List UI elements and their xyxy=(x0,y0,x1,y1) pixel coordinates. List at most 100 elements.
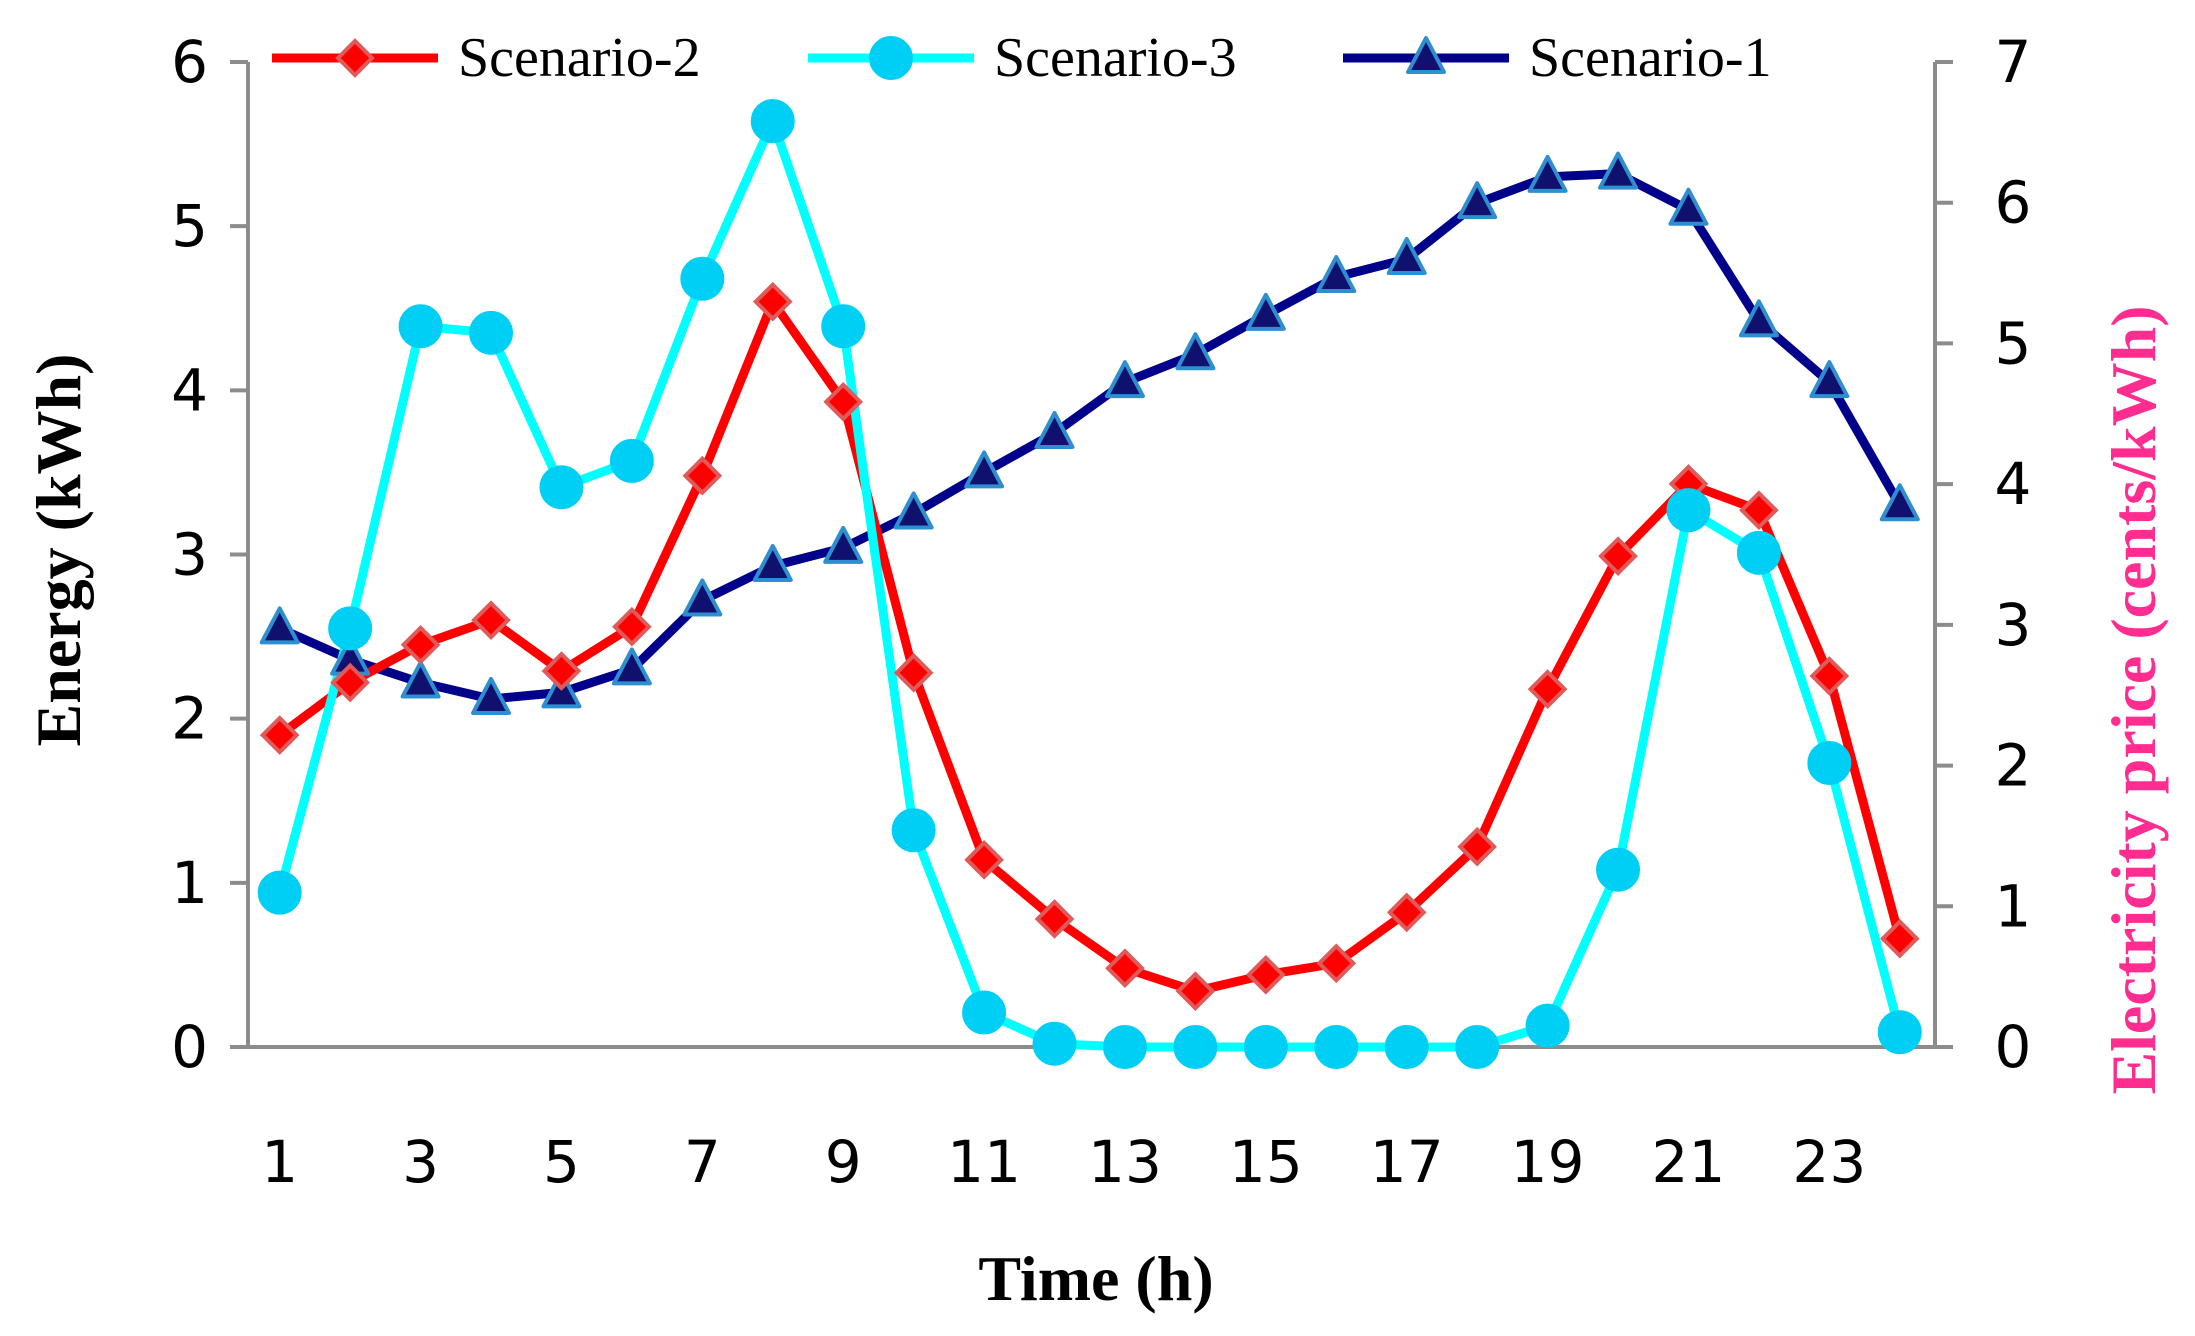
scenario-3-point xyxy=(750,99,795,144)
scenario-1-point xyxy=(471,676,512,715)
y-tick-label: 1 xyxy=(171,849,208,917)
x-tick-label: 11 xyxy=(947,1128,1021,1196)
scenario-3-point xyxy=(1384,1025,1429,1069)
scenario-2-point xyxy=(752,281,793,322)
scenario-3-point xyxy=(680,256,725,301)
y2-tick-label: 6 xyxy=(1995,169,2032,237)
legend-scenario-1-label: Scenario-1 xyxy=(1529,27,1772,89)
legend-scenario-2-label: Scenario-2 xyxy=(458,27,701,89)
scenario-3-point xyxy=(1243,1025,1288,1069)
scenario-3-point xyxy=(539,465,584,510)
scenario-2-point xyxy=(612,606,652,647)
scenario-2-point xyxy=(1809,656,1850,696)
x-tick-label: 21 xyxy=(1652,1128,1726,1196)
scenario-2-point xyxy=(1246,954,1286,995)
scenario-1-point xyxy=(752,543,793,582)
scenario-3-point xyxy=(609,438,654,483)
scenario-3-point xyxy=(469,310,514,355)
y-tick-label: 4 xyxy=(171,356,208,424)
scenario-1-point xyxy=(964,450,1005,489)
scenario-1-point xyxy=(1668,187,1709,226)
y2-tick-label: 7 xyxy=(1995,28,2032,96)
x-tick-label: 1 xyxy=(261,1128,298,1196)
scenario-2-point xyxy=(259,715,300,755)
scenario-3-point xyxy=(1807,740,1852,785)
scenario-2-point xyxy=(893,652,934,693)
x-tick-label: 9 xyxy=(825,1128,862,1196)
scenario-1-point xyxy=(1738,299,1779,338)
y-tick-label: 0 xyxy=(171,1013,208,1081)
scenario-2-point xyxy=(964,840,1004,880)
scenario-2-point xyxy=(1175,971,1216,1012)
scenario-2-point xyxy=(400,624,441,665)
legend-scenario-3-label: Scenario-3 xyxy=(994,27,1237,89)
x-tick-label: 17 xyxy=(1370,1128,1444,1196)
scenario-1-point xyxy=(1457,181,1498,220)
scenario-3-point xyxy=(257,870,302,915)
y2-tick-label: 0 xyxy=(1995,1013,2032,1081)
scenario-1-point xyxy=(823,525,864,564)
y2-tick-label: 2 xyxy=(1995,732,2032,800)
scenario-1-point xyxy=(400,660,441,699)
y-tick-label: 2 xyxy=(171,685,208,753)
y-tick-label: 3 xyxy=(171,521,208,589)
y2-tick-label: 3 xyxy=(1995,591,2032,659)
scenario-3-point xyxy=(1596,847,1641,892)
scenario-2-point xyxy=(471,600,511,640)
y-axis-title: Energy (kWh) xyxy=(23,354,94,747)
x-tick-label: 5 xyxy=(543,1128,580,1196)
x-tick-label: 13 xyxy=(1088,1128,1162,1196)
scenario-3-point xyxy=(1032,1021,1077,1066)
scenario-3-point xyxy=(821,304,866,349)
scenario-3-point xyxy=(1525,1003,1570,1048)
x-tick-label: 7 xyxy=(684,1128,721,1196)
scenario-3-line xyxy=(275,116,1905,1052)
scenario-2-point xyxy=(1879,918,1920,959)
scenario-3-point xyxy=(1314,1025,1359,1069)
scenario-2-line xyxy=(275,297,1905,996)
legend-scenario-1-marker xyxy=(1406,36,1446,74)
scenario-2-point xyxy=(682,455,723,496)
scenario-1-point xyxy=(1034,411,1075,450)
scenario-3-point xyxy=(1736,530,1781,575)
x-tick-label: 3 xyxy=(402,1128,439,1196)
y2-tick-label: 4 xyxy=(1995,450,2032,518)
x-tick-label: 19 xyxy=(1511,1128,1585,1196)
legend: Scenario-2 Scenario-3 Scenario-1 xyxy=(272,27,1772,89)
scenario-1-point xyxy=(1527,154,1568,193)
legend-scenario-2-marker xyxy=(335,38,375,78)
scenario-1-point xyxy=(893,491,934,530)
scenario-3-point xyxy=(891,808,936,853)
scenario-2-point xyxy=(1316,943,1357,984)
scenario-1-point xyxy=(611,647,652,686)
scenario-2-point xyxy=(1386,892,1427,933)
scenario-2-point xyxy=(1598,536,1638,576)
scenario-3-point xyxy=(1455,1025,1500,1069)
x-tick-label: 23 xyxy=(1792,1128,1866,1196)
scenario-1-point xyxy=(1809,360,1850,399)
scenario-2-point xyxy=(1527,669,1568,709)
x-axis-title: Time (h) xyxy=(978,1243,1213,1314)
scenario-2-point xyxy=(1105,948,1145,989)
scenario-1-line xyxy=(275,169,1905,704)
scenario-1-point xyxy=(1316,255,1357,294)
legend-scenario-3-marker xyxy=(869,36,913,80)
scenario-1-point xyxy=(1175,332,1216,371)
scenario-2-point xyxy=(330,662,370,703)
y-tick-label: 5 xyxy=(171,192,208,260)
scenario-1-point xyxy=(259,606,300,645)
scenario-1-point xyxy=(1104,360,1145,399)
y2-tick-label: 5 xyxy=(1995,309,2032,377)
scenario-3-point xyxy=(1877,1010,1922,1055)
scenario-1-point xyxy=(1386,237,1427,275)
scenario-2-point xyxy=(1739,490,1779,531)
scenario-1-point xyxy=(1245,292,1286,331)
y2-tick-label: 1 xyxy=(1995,872,2032,940)
scenario-1-point xyxy=(682,578,723,617)
scenario-2-point xyxy=(1457,826,1497,867)
scenario-3-point xyxy=(398,304,443,349)
series-group xyxy=(257,99,1922,1069)
scenario-3-point xyxy=(1173,1025,1218,1069)
